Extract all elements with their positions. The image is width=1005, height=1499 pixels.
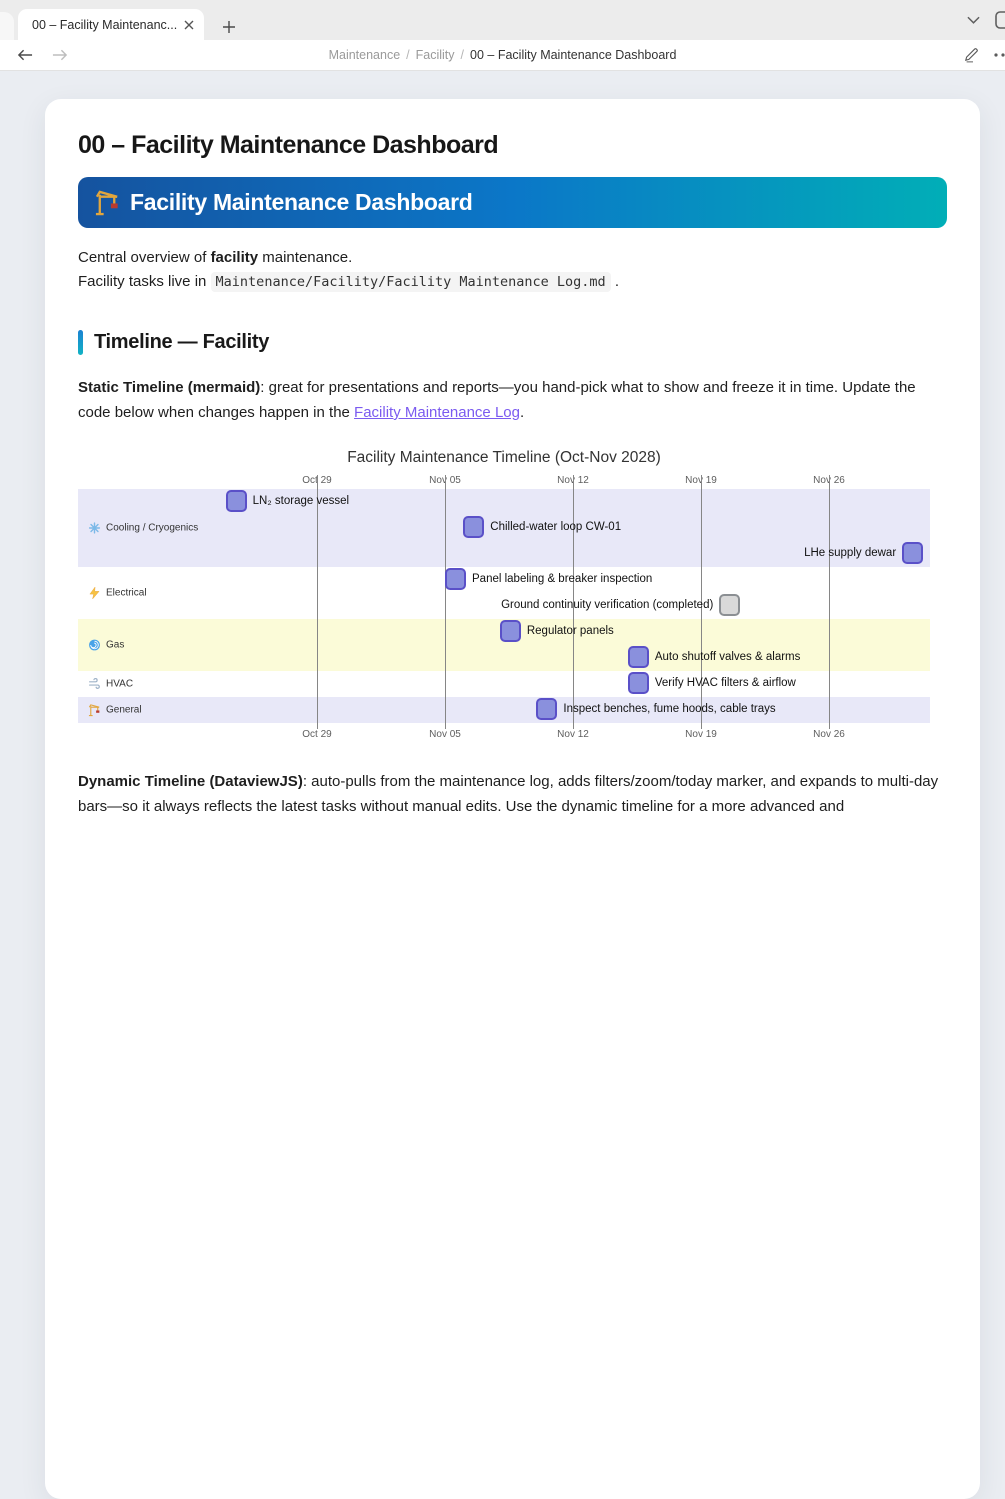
facility-maintenance-log-link[interactable]: Facility Maintenance Log	[354, 404, 520, 421]
tab-active[interactable]: 00 – Facility Maintenanc...	[18, 9, 204, 40]
gantt-section-label: Cooling / Cryogenics	[88, 522, 198, 535]
heading-accent-bar	[78, 330, 83, 355]
cyclone-icon	[88, 639, 101, 652]
gantt-task-label: LN₂ storage vessel	[252, 495, 350, 507]
breadcrumb-item-current[interactable]: 00 – Facility Maintenance Dashboard	[470, 48, 677, 62]
dynamic-timeline-paragraph: Dynamic Timeline (DataviewJS): auto-pull…	[78, 773, 939, 815]
gantt-task-bar	[499, 620, 521, 642]
breadcrumb: Maintenance / Facility / 00 – Facility Maint…	[120, 48, 885, 62]
edit-pencil-icon[interactable]	[963, 47, 979, 63]
intro-paragraph: Central overview of facility maintenance…	[78, 246, 947, 294]
wind-icon	[88, 678, 101, 691]
gantt-section-label: HVAC	[88, 678, 133, 691]
gantt-gridline	[573, 475, 574, 729]
gantt-section-band	[78, 489, 930, 567]
close-icon[interactable]	[184, 20, 194, 30]
gantt-task-label: LHe supply dewar	[804, 547, 897, 559]
gantt-task-bar	[627, 672, 649, 694]
gantt-task-label: Panel labeling & breaker inspection	[472, 573, 653, 585]
gantt-axis-tick: Nov 12	[557, 729, 589, 740]
gantt-gridline	[445, 475, 446, 729]
gantt-task-bar	[225, 490, 247, 512]
gantt-task-label: Chilled-water loop CW-01	[490, 521, 622, 533]
bold-text: facility	[210, 249, 259, 266]
tab-bar-left-edge	[0, 12, 14, 40]
gantt-axis-tick: Nov 19	[685, 729, 717, 740]
gantt-task-bar	[445, 568, 466, 590]
tab-bar: 00 – Facility Maintenanc...	[0, 0, 1005, 40]
new-tab-icon[interactable]	[222, 20, 236, 34]
forward-arrow-icon[interactable]	[52, 49, 68, 61]
gantt-gridline	[701, 475, 702, 729]
gantt-axis-tick: Oct 29	[302, 729, 332, 740]
gantt-task-label: Inspect benches, fume hoods, cable trays	[563, 703, 776, 715]
bold-text: Dynamic Timeline (DataviewJS)	[78, 773, 303, 790]
gantt-task-bar	[719, 594, 741, 616]
gantt-section-label: Gas	[88, 639, 124, 652]
gantt-canvas: Cooling / Cryogenics LN₂ storage vessel Ch…	[78, 475, 930, 740]
gantt-section-label: General	[88, 704, 142, 717]
more-options-icon[interactable]	[994, 53, 1005, 57]
gantt-task-bar	[902, 542, 924, 564]
gantt-task-label: Regulator panels	[526, 625, 614, 637]
note-card: 00 – Facility Maintenance Dashboard Faci…	[45, 99, 980, 1499]
banner-title: Facility Maintenance Dashboard	[130, 189, 473, 215]
gantt-chart: Facility Maintenance Timeline (Oct-Nov 2…	[78, 449, 947, 740]
gantt-task-bar	[627, 646, 649, 668]
right-sidebar-toggle-icon[interactable]	[995, 11, 1005, 29]
breadcrumb-item-maintenance[interactable]: Maintenance	[328, 48, 401, 62]
snowflake-icon	[88, 522, 101, 535]
intro-line-1: Central overview of facility maintenance…	[78, 249, 353, 266]
gantt-task-label: Ground continuity verification (complete…	[501, 599, 714, 611]
bold-text: Static Timeline (mermaid)	[78, 379, 261, 396]
gantt-gridline	[829, 475, 830, 729]
gantt-gridline	[317, 475, 318, 729]
gantt-task-bar	[463, 516, 485, 538]
back-arrow-icon[interactable]	[17, 49, 33, 61]
static-timeline-paragraph: Static Timeline (mermaid): great for pre…	[78, 379, 916, 421]
breadcrumb-separator: /	[460, 48, 465, 62]
gantt-section-band	[78, 671, 930, 697]
nav-bar: Maintenance / Facility / 00 – Facility Maint…	[0, 40, 1005, 71]
section-heading-row: Timeline — Facility	[78, 330, 947, 355]
section-heading: Timeline — Facility	[94, 331, 270, 353]
lightning-icon	[88, 586, 101, 600]
tab-title: 00 – Facility Maintenanc...	[32, 17, 178, 32]
gantt-axis-tick: Nov 26	[813, 729, 845, 740]
gantt-axis-tick: Nov 05	[429, 729, 461, 740]
gantt-section-label: Electrical	[88, 586, 147, 600]
page-background: 00 – Facility Maintenance Dashboard Faci…	[0, 71, 1005, 1499]
dashboard-banner: Facility Maintenance Dashboard	[78, 177, 947, 228]
crane-icon	[94, 189, 121, 216]
gantt-task-bar	[536, 698, 558, 720]
gantt-title: Facility Maintenance Timeline (Oct-Nov 2…	[347, 449, 661, 466]
gantt-task-label: Verify HVAC filters & airflow	[654, 677, 796, 689]
page-title: 00 – Facility Maintenance Dashboard	[78, 131, 499, 159]
chevron-down-icon[interactable]	[967, 16, 980, 25]
intro-line-2: Facility tasks live in Maintenance/Facil…	[78, 272, 620, 292]
crane-icon	[88, 704, 101, 717]
breadcrumb-separator: /	[406, 48, 410, 62]
inline-code: Maintenance/Facility/Facility Maintenanc…	[210, 272, 611, 292]
gantt-task-label: Auto shutoff valves & alarms	[654, 651, 801, 663]
gantt-section-band	[78, 697, 930, 723]
breadcrumb-item-facility[interactable]: Facility	[415, 48, 455, 62]
